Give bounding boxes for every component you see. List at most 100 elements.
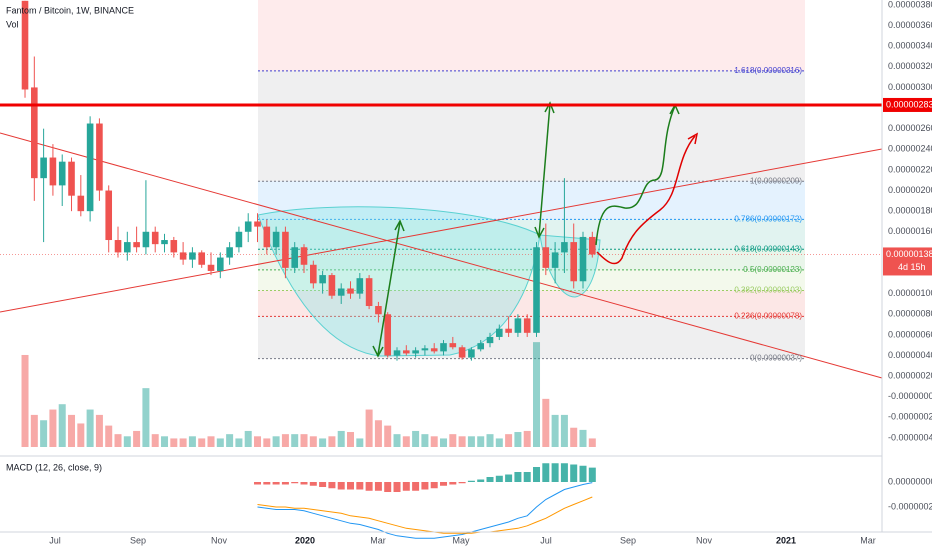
candle-body (170, 240, 178, 253)
level-label: 0.00000283 (886, 99, 932, 109)
volume-bar (244, 430, 252, 447)
candle-body (31, 87, 38, 179)
fib-label: 0.786(0.00000172) (734, 215, 802, 224)
volume-bar (374, 420, 382, 447)
trend-line (0, 132, 883, 379)
volume-bar (588, 438, 596, 447)
volume-bar (226, 434, 234, 447)
macd-histogram-bar (477, 479, 485, 482)
volume-bar (114, 434, 122, 447)
macd-histogram-bar (365, 482, 373, 491)
series (21, 0, 596, 539)
volume-bar (319, 438, 327, 447)
macd-histogram-bar (486, 477, 494, 482)
macd-tick-label: -0.00000020 (888, 501, 932, 511)
y-tick-label: 0.00000200 (888, 185, 932, 195)
candle-body (542, 247, 550, 268)
macd-histogram-bar (458, 482, 466, 484)
macd-tick-label: 0.00000000 (888, 476, 932, 486)
macd-histogram-bar (402, 482, 410, 491)
arrow-head (372, 219, 405, 358)
macd-histogram-bar (272, 482, 280, 485)
fib-band (258, 316, 805, 359)
macd-histogram-bar (374, 482, 382, 491)
volume-bar (21, 354, 29, 447)
candle-body (403, 350, 410, 354)
candle-body (356, 278, 364, 294)
macd-histogram-bar (356, 482, 364, 490)
candle-body (375, 306, 382, 315)
candle-body (384, 314, 392, 356)
macd-histogram-bar (588, 467, 596, 482)
volume-bar (551, 414, 559, 447)
volume-bar (68, 414, 76, 447)
candle-body (189, 252, 196, 260)
candle-body (458, 347, 466, 358)
fib-band (258, 290, 805, 317)
macd-histogram-bar (560, 463, 568, 482)
macd-histogram-bar (281, 482, 289, 485)
macd-histogram-bar (412, 482, 420, 491)
macd-histogram-bar (551, 463, 559, 482)
volume-bar (49, 409, 57, 447)
volume-bar (347, 432, 355, 447)
chart-title: Fantom / Bitcoin, 1W, BINANCE (6, 5, 134, 15)
candle-body (21, 0, 29, 90)
fib-label: 0(0.00000037) (750, 354, 802, 363)
candle-body (40, 157, 47, 179)
volume-bar (365, 409, 373, 447)
price-label-box (883, 247, 932, 276)
candle-body (217, 257, 224, 271)
candle-body (198, 252, 206, 265)
volume-bar (216, 438, 224, 447)
volume-bar (560, 414, 568, 447)
candle-body (440, 343, 447, 352)
candle-body (68, 161, 75, 196)
macd-histogram-bar (384, 482, 392, 492)
macd-histogram-bar (347, 482, 355, 490)
macd-label: MACD (12, 26, close, 9) (6, 462, 102, 472)
fib-label: 1.618(0.00000316) (734, 66, 802, 75)
y-tick-label: -0.00000040 (888, 432, 932, 442)
volume-bar (207, 436, 215, 447)
volume-bar (105, 425, 113, 447)
macd-histogram-bar (421, 482, 429, 490)
y-tick-label: 0.00000040 (888, 350, 932, 360)
y-tick-label: 0.00000360 (888, 20, 932, 30)
x-tick-label: 2021 (776, 535, 796, 545)
fib-band (258, 219, 805, 250)
volume-bar (95, 414, 103, 447)
volume-bar (514, 432, 522, 447)
volume-bar (402, 436, 410, 447)
y-tick-label: 0.00000380 (888, 0, 932, 9)
arrow-head (687, 132, 699, 145)
candle-body (300, 247, 308, 265)
candle-body (496, 328, 503, 337)
candle-body (365, 278, 373, 307)
macd-histogram-bar (300, 482, 308, 485)
candle-body (561, 242, 568, 253)
candle-body (337, 288, 345, 296)
candle-body (347, 288, 354, 294)
candle-body (486, 336, 494, 344)
candle-body (468, 349, 475, 358)
volume-bar (281, 434, 289, 447)
candle-body (570, 242, 578, 282)
volume-bar (430, 436, 438, 447)
candle-body (86, 123, 94, 212)
macd-histogram-bar (291, 482, 299, 484)
volume-bar (235, 438, 243, 447)
candle-body (319, 275, 326, 284)
candle-body (477, 343, 485, 350)
y-tick-label: 0.00000340 (888, 41, 932, 51)
volume-bar (40, 420, 48, 447)
macd-histogram-bar (440, 482, 448, 486)
macd-histogram-bar (570, 464, 578, 482)
volume-bar (570, 427, 578, 447)
y-tick-label: 0.00000160 (888, 226, 932, 236)
candle-body (235, 231, 243, 248)
candle-body (151, 231, 159, 245)
y-tick-label: -0.00000020 (888, 412, 932, 422)
fib-band (258, 70, 805, 182)
fib-label: 0.618(0.00000143) (734, 244, 802, 253)
